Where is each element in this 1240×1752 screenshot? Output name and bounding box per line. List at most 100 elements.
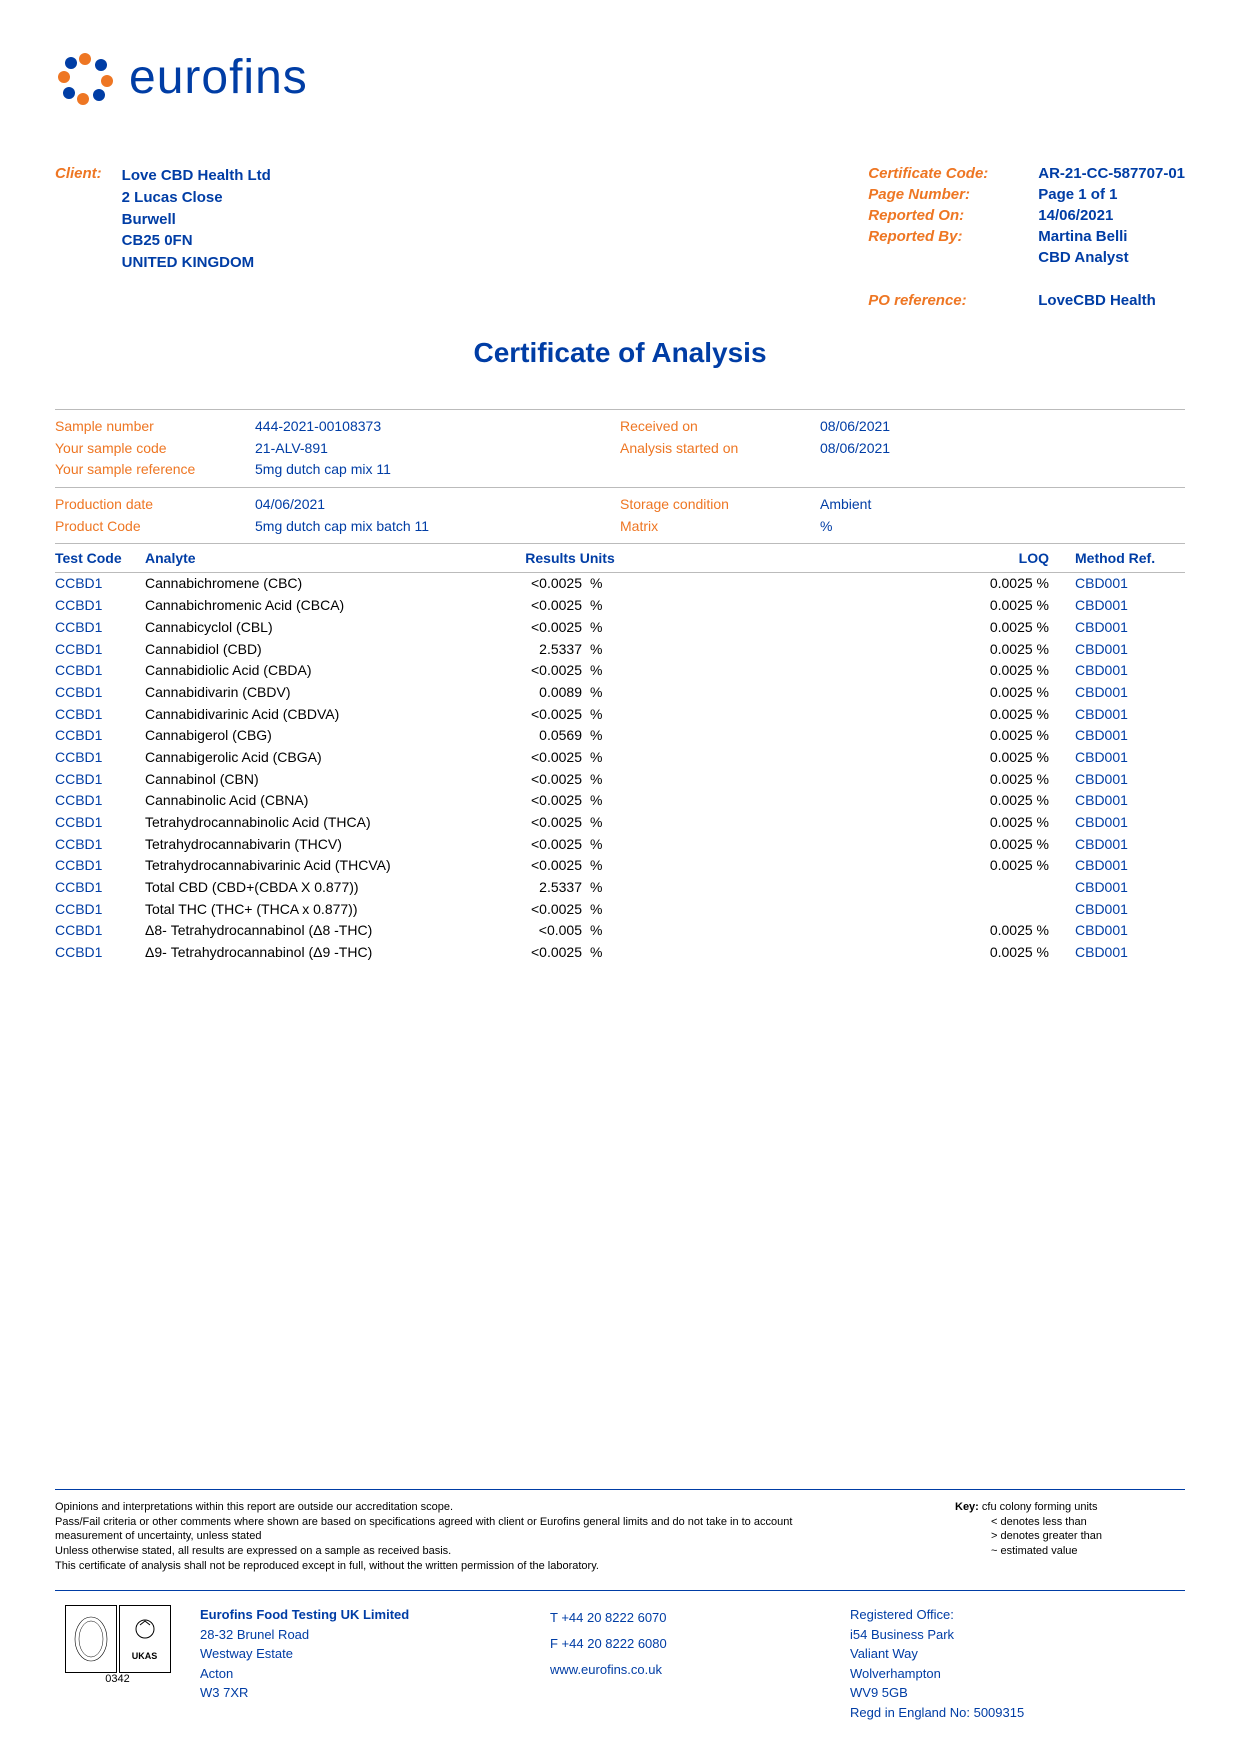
- table-row: CCBD1Tetrahydrocannabivarinic Acid (THCV…: [55, 855, 1185, 877]
- cell-result: <0.005: [490, 920, 590, 942]
- key-item: cfu colony forming units: [982, 1501, 1098, 1513]
- cell-analyte: Cannabidiol (CBD): [145, 639, 490, 661]
- client-block: Client: Love CBD Health Ltd 2 Lucas Clos…: [55, 165, 271, 313]
- cell-analyte: Cannabinolic Acid (CBNA): [145, 790, 490, 812]
- cell-analyte: Δ9- Tetrahydrocannabinol (Δ9 -THC): [145, 942, 490, 964]
- table-row: CCBD1Total THC (THC+ (THCA x 0.877))<0.0…: [55, 899, 1185, 921]
- disclaimer-line: Opinions and interpretations within this…: [55, 1500, 835, 1515]
- table-row: CCBD1Cannabinolic Acid (CBNA)<0.0025%0.0…: [55, 790, 1185, 812]
- cell-loq: 0.0025 %: [955, 812, 1075, 834]
- cell-test-code: CCBD1: [55, 747, 145, 769]
- cert-code-label: Certificate Code:: [868, 165, 1038, 182]
- document-title: Certificate of Analysis: [55, 337, 1185, 369]
- table-row: CCBD1Δ8- Tetrahydrocannabinol (Δ8 -THC)<…: [55, 920, 1185, 942]
- matrix-label: Matrix: [620, 516, 820, 538]
- th-method: Method Ref.: [1075, 550, 1185, 566]
- key-title: Key:: [955, 1501, 979, 1513]
- cell-loq: 0.0025 %: [955, 725, 1075, 747]
- cell-test-code: CCBD1: [55, 704, 145, 726]
- cell-loq: 0.0025 %: [955, 682, 1075, 704]
- cell-unit: %: [590, 682, 650, 704]
- table-row: CCBD1Cannabinol (CBN)<0.0025%0.0025 %CBD…: [55, 769, 1185, 791]
- cell-loq: 0.0025 %: [955, 790, 1075, 812]
- cell-test-code: CCBD1: [55, 920, 145, 942]
- cell-loq: 0.0025 %: [955, 573, 1075, 595]
- cell-method: CBD001: [1075, 617, 1185, 639]
- cell-method: CBD001: [1075, 725, 1185, 747]
- storage-condition-label: Storage condition: [620, 494, 820, 516]
- received-on: 08/06/2021: [820, 416, 890, 438]
- cell-result: 2.5337: [490, 877, 590, 899]
- logo: eurofins: [55, 50, 1185, 105]
- cert-code: AR-21-CC-587707-01: [1038, 165, 1185, 182]
- cell-unit: %: [590, 769, 650, 791]
- client-addr3: CB25 0FN: [122, 230, 271, 252]
- cell-test-code: CCBD1: [55, 790, 145, 812]
- sample-number: 444-2021-00108373: [255, 416, 381, 438]
- cell-test-code: CCBD1: [55, 812, 145, 834]
- po-label: PO reference:: [868, 292, 1038, 309]
- cell-unit: %: [590, 834, 650, 856]
- sample-code-label: Your sample code: [55, 438, 255, 460]
- cell-analyte: Cannabichromene (CBC): [145, 573, 490, 595]
- cell-test-code: CCBD1: [55, 639, 145, 661]
- table-row: CCBD1Cannabidiol (CBD)2.5337%0.0025 %CBD…: [55, 639, 1185, 661]
- page-number-label: Page Number:: [868, 186, 1038, 203]
- cell-result: <0.0025: [490, 617, 590, 639]
- cell-result: 0.0569: [490, 725, 590, 747]
- cell-method: CBD001: [1075, 639, 1185, 661]
- reg-office-line: WV9 5GB: [850, 1683, 1185, 1703]
- cell-analyte: Cannabicyclol (CBL): [145, 617, 490, 639]
- table-row: CCBD1Tetrahydrocannabivarin (THCV)<0.002…: [55, 834, 1185, 856]
- key-item: > denotes greater than: [991, 1529, 1185, 1544]
- cell-method: CBD001: [1075, 920, 1185, 942]
- cell-result: <0.0025: [490, 769, 590, 791]
- production-date: 04/06/2021: [255, 494, 325, 516]
- production-date-label: Production date: [55, 494, 255, 516]
- th-analyte: Analyte: [145, 550, 490, 566]
- sample-code: 21-ALV-891: [255, 438, 328, 460]
- cell-result: <0.0025: [490, 855, 590, 877]
- cell-method: CBD001: [1075, 747, 1185, 769]
- product-code: 5mg dutch cap mix batch 11: [255, 516, 429, 538]
- cell-test-code: CCBD1: [55, 682, 145, 704]
- cell-method: CBD001: [1075, 877, 1185, 899]
- table-row: CCBD1Δ9- Tetrahydrocannabinol (Δ9 -THC)<…: [55, 942, 1185, 964]
- reported-by-title: CBD Analyst: [1038, 249, 1128, 266]
- cell-method: CBD001: [1075, 573, 1185, 595]
- cell-unit: %: [590, 920, 650, 942]
- cell-method: CBD001: [1075, 812, 1185, 834]
- reported-on: 14/06/2021: [1038, 207, 1113, 224]
- client-addr2: Burwell: [122, 209, 271, 231]
- cell-loq: [955, 877, 1075, 899]
- cell-analyte: Cannabigerolic Acid (CBGA): [145, 747, 490, 769]
- po-ref: LoveCBD Health: [1038, 292, 1156, 309]
- accreditation-number: 0342: [55, 1673, 180, 1685]
- cell-method: CBD001: [1075, 942, 1185, 964]
- cell-loq: 0.0025 %: [955, 769, 1075, 791]
- cell-loq: 0.0025 %: [955, 747, 1075, 769]
- table-row: CCBD1Cannabichromene (CBC)<0.0025%0.0025…: [55, 573, 1185, 595]
- cell-unit: %: [590, 660, 650, 682]
- cell-loq: 0.0025 %: [955, 660, 1075, 682]
- cell-result: <0.0025: [490, 790, 590, 812]
- cell-result: <0.0025: [490, 942, 590, 964]
- cell-unit: %: [590, 855, 650, 877]
- cell-method: CBD001: [1075, 855, 1185, 877]
- cell-result: <0.0025: [490, 704, 590, 726]
- disclaimer-line: This certificate of analysis shall not b…: [55, 1559, 835, 1574]
- header-info: Client: Love CBD Health Ltd 2 Lucas Clos…: [55, 165, 1185, 313]
- product-code-label: Product Code: [55, 516, 255, 538]
- cell-unit: %: [590, 877, 650, 899]
- table-row: CCBD1Cannabigerolic Acid (CBGA)<0.0025%0…: [55, 747, 1185, 769]
- results-table-header: Test Code Analyte Results Units LOQ Meth…: [55, 544, 1185, 573]
- cell-test-code: CCBD1: [55, 942, 145, 964]
- disclaimer-line: Unless otherwise stated, all results are…: [55, 1544, 835, 1559]
- cell-unit: %: [590, 617, 650, 639]
- storage-condition: Ambient: [820, 494, 871, 516]
- cell-loq: 0.0025 %: [955, 920, 1075, 942]
- cell-loq: 0.0025 %: [955, 942, 1075, 964]
- cell-analyte: Δ8- Tetrahydrocannabinol (Δ8 -THC): [145, 920, 490, 942]
- reg-office-line: i54 Business Park: [850, 1625, 1185, 1645]
- ukas-logo-icon: UKAS: [119, 1605, 171, 1673]
